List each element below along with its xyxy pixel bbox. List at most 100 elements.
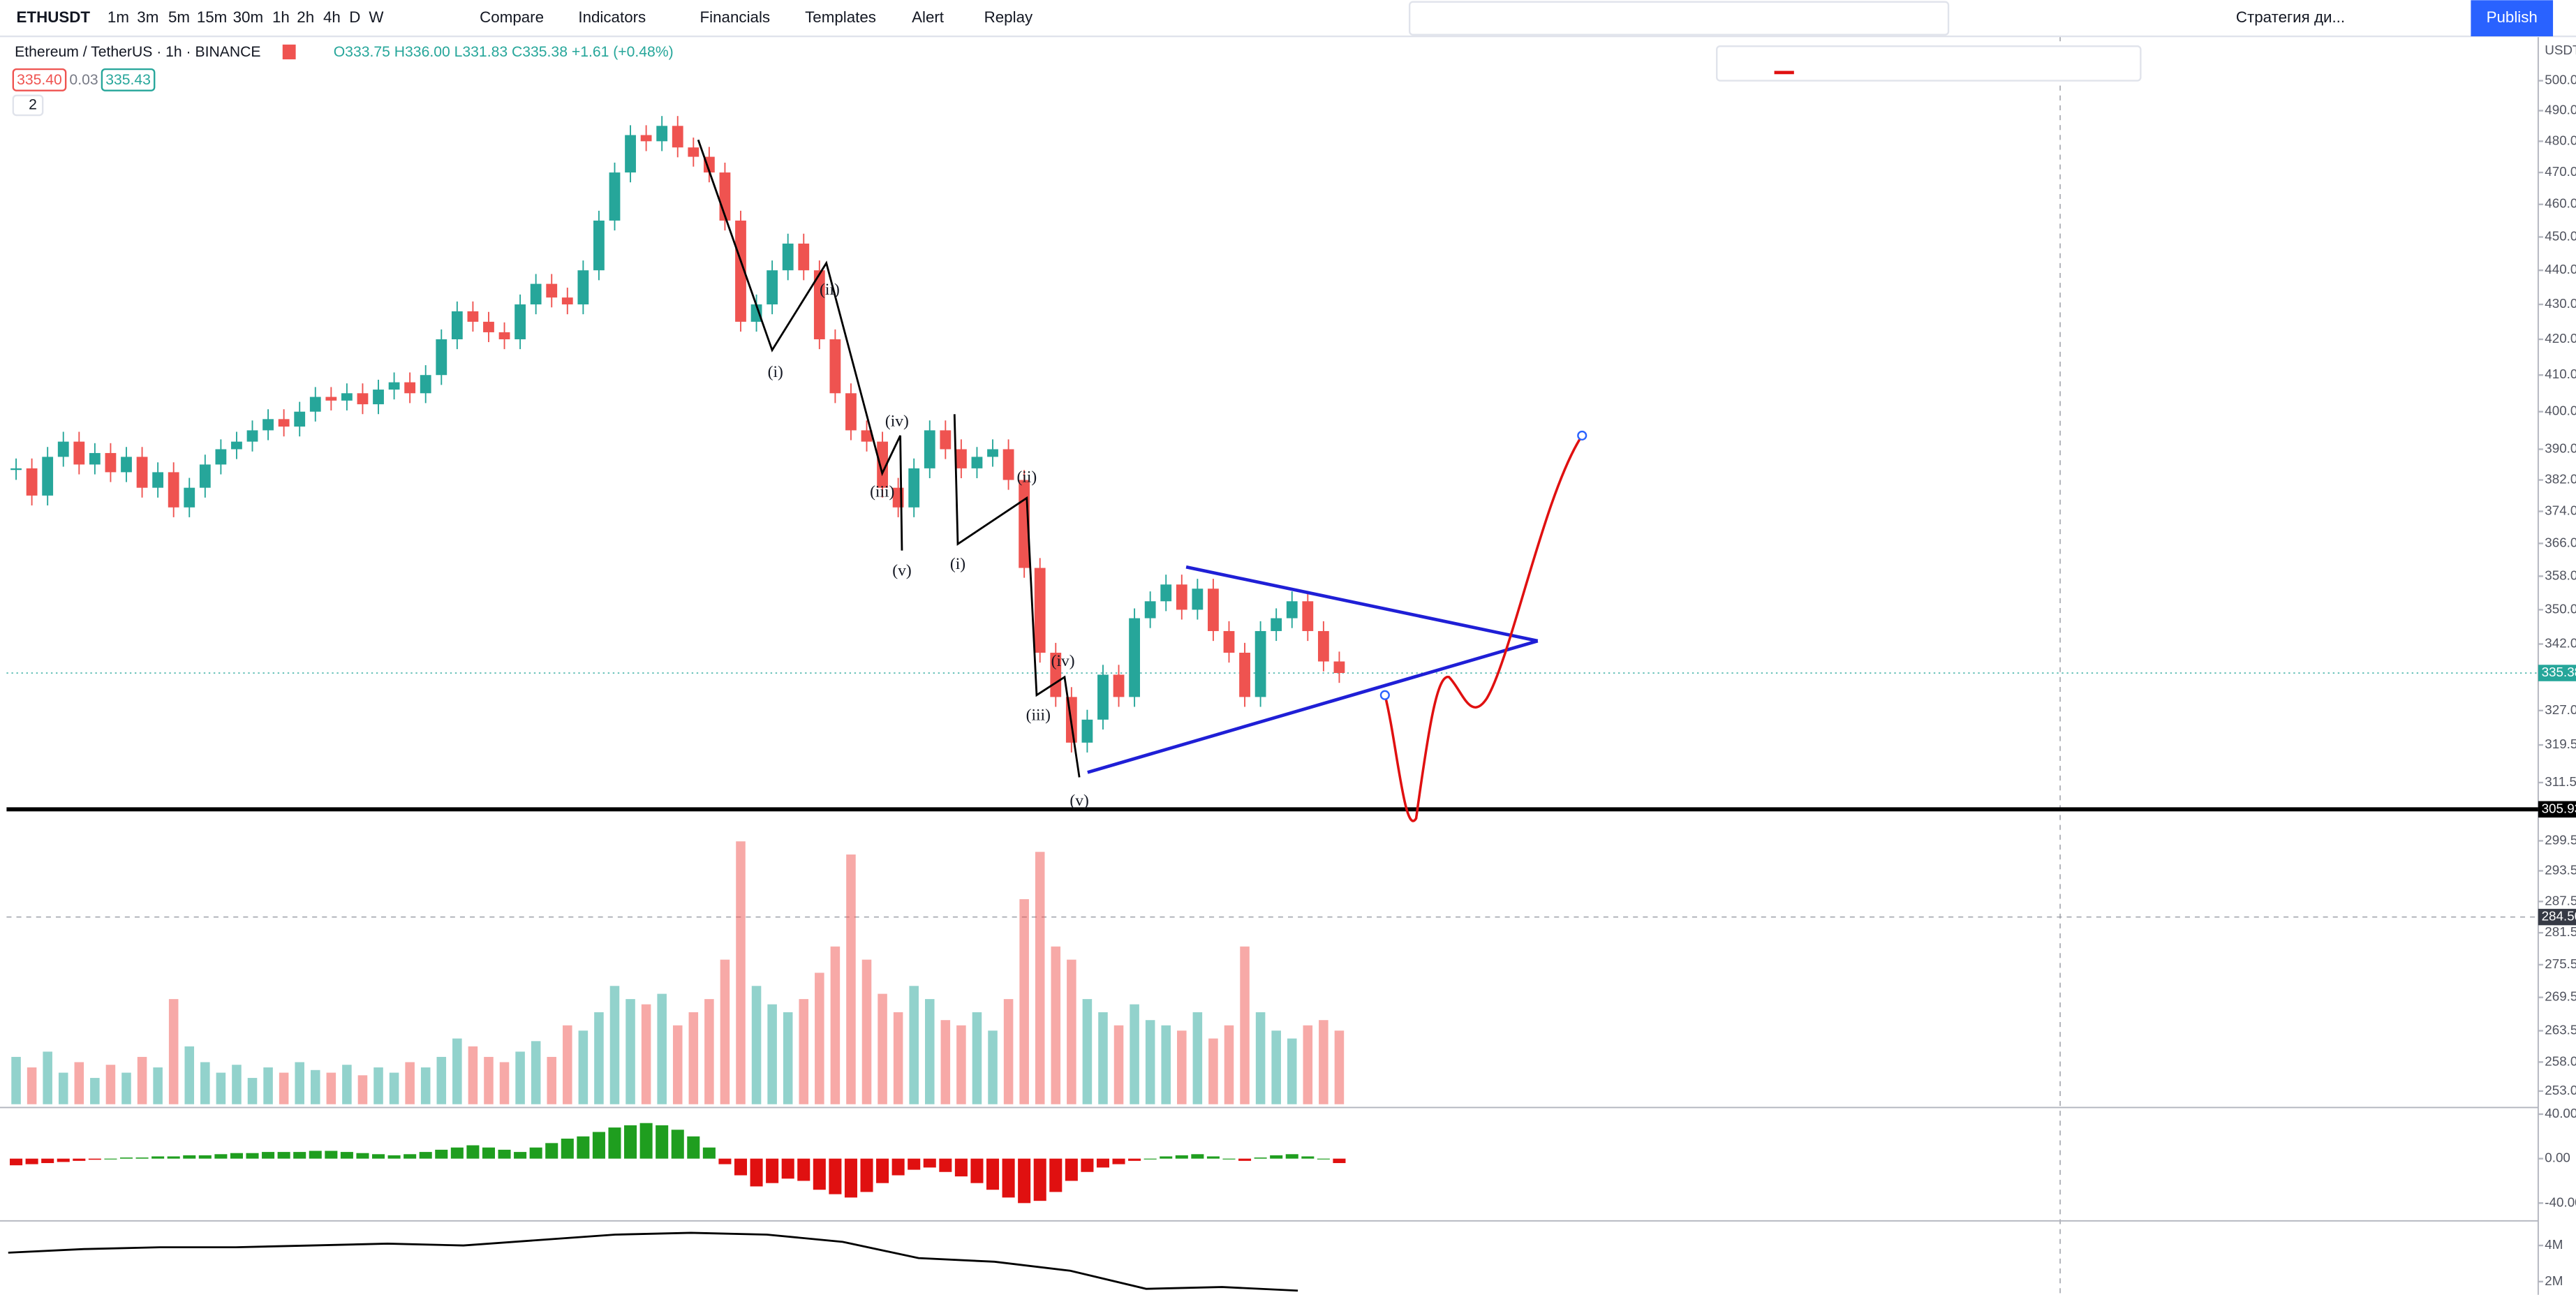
osc-bar [482, 1147, 495, 1159]
interval[interactable]: 3m [137, 8, 158, 26]
drawing-tools[interactable] [1408, 1, 1950, 36]
drawings [697, 139, 1587, 822]
osc-bar [466, 1145, 480, 1159]
osc-bar [119, 1157, 133, 1159]
drawing-props-toolbar[interactable] [1716, 45, 2142, 82]
osc-bar [1254, 1157, 1267, 1159]
strategy-select[interactable]: Стратегия ди... [2236, 8, 2345, 26]
indicators-button[interactable]: Indicators [578, 8, 646, 26]
tick-label: 470.00 [2545, 164, 2576, 179]
legend-ohlc: O333.75 H336.00 L331.83 C335.38 +1.61 (+… [334, 44, 674, 60]
osc-bar [970, 1158, 984, 1183]
volume-bar [594, 1012, 604, 1104]
candle-body [1286, 601, 1298, 619]
publish-label[interactable]: Publish [2487, 8, 2538, 26]
osc-bar [702, 1147, 716, 1159]
osc-bar [340, 1152, 353, 1159]
candle-body [1144, 601, 1156, 619]
financials-button[interactable]: Financials [700, 8, 771, 26]
curve-handle[interactable] [1577, 430, 1587, 441]
candle-body [1002, 449, 1014, 480]
wave-label: (v) [892, 562, 911, 580]
osc-bar [151, 1156, 165, 1159]
interval[interactable]: 15m [197, 8, 227, 26]
templates-button[interactable]: Templates [805, 8, 876, 26]
osc-bar [923, 1158, 936, 1168]
osc-bar [1191, 1154, 1204, 1159]
obv-tick-label: 4M [2545, 1237, 2563, 1252]
wave-line[interactable] [697, 139, 903, 551]
ask-box[interactable] [101, 68, 156, 91]
candle-body [1129, 618, 1141, 697]
tick-label: 430.00 [2545, 296, 2576, 311]
projection-curve[interactable] [1384, 434, 1583, 822]
osc-tick-label: 40.00 [2545, 1106, 2576, 1120]
osc-bar [734, 1158, 748, 1176]
triangle-lower[interactable] [1087, 639, 1539, 774]
collapse-box[interactable] [12, 94, 44, 117]
volume-bar [1113, 1025, 1124, 1104]
tick-label: 258.00 [2545, 1053, 2576, 1068]
interval[interactable]: W [369, 8, 384, 26]
compare-button[interactable]: Compare [480, 8, 544, 26]
curve-handle[interactable] [1379, 690, 1390, 700]
osc-bar [135, 1157, 149, 1159]
osc-bar [656, 1125, 669, 1159]
interval[interactable]: 1m [108, 8, 129, 26]
osc-bar [1206, 1156, 1220, 1159]
candle-body [325, 397, 337, 401]
candle-body [404, 382, 416, 394]
candle-body [357, 393, 369, 405]
interval[interactable]: 5m [168, 8, 190, 26]
wave-line[interactable] [953, 414, 1081, 778]
osc-bar [1175, 1155, 1188, 1159]
volume-bar [893, 1012, 903, 1104]
volume-bar [484, 1056, 494, 1104]
osc-bar [829, 1158, 842, 1194]
symbol[interactable]: ETHUSDT [17, 8, 91, 26]
flag[interactable] [282, 44, 296, 60]
candle-body [42, 457, 54, 496]
osc-bar [813, 1158, 826, 1190]
interval[interactable]: D [349, 8, 360, 26]
volume-bar [342, 1065, 352, 1104]
interval[interactable]: 2h [297, 8, 314, 26]
tick-label: 400.00 [2545, 404, 2576, 418]
alert-button[interactable]: Alert [912, 8, 945, 26]
wave-label: (iv) [885, 413, 909, 431]
osc-bar [592, 1132, 605, 1159]
tick-label: 275.50 [2545, 956, 2576, 971]
tick-label: 269.50 [2545, 989, 2576, 1004]
replay-button[interactable]: Replay [984, 8, 1033, 26]
legend-title: Ethereum / TetherUS · 1h · BINANCE [15, 44, 260, 60]
tick-label: 390.00 [2545, 441, 2576, 455]
candle-body [294, 411, 306, 427]
candle-body [861, 430, 873, 442]
publish-button[interactable] [2471, 0, 2554, 37]
interval[interactable]: 1h [272, 8, 290, 26]
candle-body [1254, 630, 1266, 697]
candle-body [924, 430, 935, 468]
osc-bar [309, 1150, 322, 1159]
bid-box[interactable] [12, 68, 67, 91]
volume-bar [720, 959, 730, 1104]
triangle-upper[interactable] [1185, 565, 1539, 643]
osc-bar [356, 1153, 369, 1159]
candle-body [813, 270, 825, 340]
candle-body [246, 430, 258, 442]
osc-bar [1160, 1156, 1173, 1159]
volume-bar [1240, 946, 1250, 1104]
osc-bar [766, 1158, 779, 1183]
tick-label: 382.00 [2545, 471, 2576, 486]
volume-bar [168, 999, 179, 1104]
volume-bar [389, 1072, 399, 1104]
osc-bar [277, 1152, 290, 1159]
osc-bar [1002, 1158, 1015, 1198]
interval[interactable]: 4h [323, 8, 341, 26]
osc-bar [1333, 1158, 1346, 1164]
interval[interactable]: 30m [233, 8, 263, 26]
osc-bar [908, 1158, 921, 1170]
volume-bar [1019, 899, 1029, 1104]
wave-label: (iv) [1051, 652, 1075, 670]
osc-bar [639, 1123, 653, 1159]
